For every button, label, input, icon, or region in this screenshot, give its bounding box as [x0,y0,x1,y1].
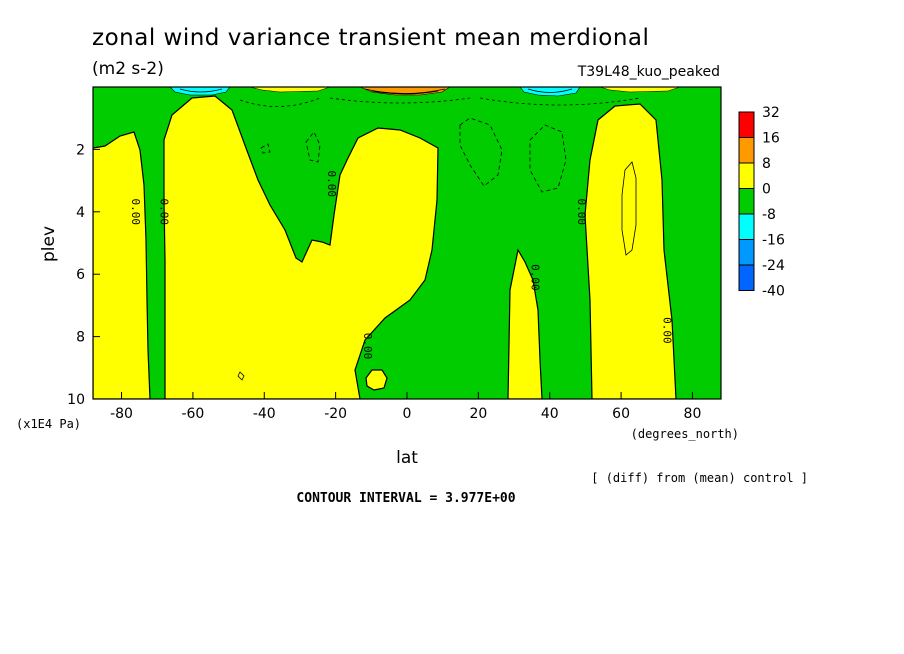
units-label: (m2 s-2) [92,59,164,79]
x-axis-label: lat [396,448,418,468]
x-tick-label: 80 [684,406,702,422]
contour-label-group: 0.00 [325,170,338,197]
positive-region-sh-midlat [163,95,439,399]
x-tick-label: -60 [181,406,204,422]
x-tick-label: -20 [324,406,347,422]
experiment-label: T39L48_kuo_peaked [577,64,720,80]
x-tick-label: 20 [469,406,487,422]
colorbar-swatch [738,162,755,189]
yellow-patch [249,87,331,93]
yellow-patch [599,87,681,93]
x-axis: -80 -60 -40 -20 0 20 40 60 80 [110,392,701,422]
contour-label-group: 0.00 [575,199,588,226]
y-tick-label: 10 [67,392,85,408]
contour-label: 0.00 [325,170,338,197]
contour-labels: 0.00 0.00 0.00 0.00 0.00 0.00 0.00 [129,170,674,360]
colorbar-label: -16 [762,233,785,249]
contour-label: 0.00 [361,333,374,360]
contour-interval-label: CONTOUR INTERVAL = 3.977E+00 [296,491,515,506]
contour-label-group: 0.00 [361,333,374,360]
colorbar-label: 32 [762,105,780,121]
y-tick-label: 6 [76,267,85,283]
colorbar-swatch [738,213,755,240]
x-tick-label: -40 [253,406,276,422]
plot-area [93,87,721,399]
contour-label: 0.00 [129,199,142,226]
contour-label: 0.00 [575,199,588,226]
colorbar-label: 16 [762,131,780,147]
contour-label-group: 0.00 [528,264,541,291]
colorbar-swatch [738,137,755,164]
positive-region-nh-subtropics [507,248,543,399]
cyan-patch [169,87,231,96]
dense-contours [179,88,573,95]
y-axis-label: plev [39,226,59,262]
contour-label: 0.00 [528,264,541,291]
positive-region-sh-polar [93,131,151,399]
y-axis-units: (x1E4 Pa) [16,417,81,431]
note-label: [ (diff) from (mean) control ] [591,471,808,485]
contour-label: 0.00 [157,199,170,226]
x-tick-label: 0 [403,406,412,422]
x-tick-label: -80 [110,406,133,422]
x-axis-units: (degrees_north) [631,427,739,441]
contour-label-group: 0.00 [660,317,673,344]
contour-label-group: 0.00 [157,199,170,226]
contour-label-group: 0.00 [129,199,142,226]
dashed-contour [459,117,503,187]
y-tick-label: 4 [76,205,85,221]
dashed-contour [239,97,321,107]
chart-title: zonal wind variance transient mean merdi… [92,25,649,51]
contour-line [237,371,245,381]
dashed-contour [479,97,641,106]
dashed-contour [260,143,271,154]
orange-patch [359,87,451,96]
x-tick-label: 60 [612,406,630,422]
colorbar: 32 16 8 0 -8 -16 -24 -40 [738,105,785,300]
contour-line [621,161,637,256]
cyan-patch [519,87,581,97]
colorbar-swatch [738,239,755,266]
y-tick-label: 8 [76,330,85,346]
dashed-contour [529,124,567,193]
colorbar-label: -40 [762,284,785,300]
positive-region-island [365,369,388,391]
x-tick-label: 40 [541,406,559,422]
y-axis: 2 4 6 8 10 [67,142,100,408]
colorbar-swatch [738,264,755,291]
colorbar-label: -24 [762,258,785,274]
contour-label: 0.00 [660,317,673,344]
colorbar-label: 0 [762,182,771,198]
colorbar-label: -8 [762,207,776,223]
colorbar-swatch [738,111,755,138]
y-tick-label: 2 [76,142,85,158]
colorbar-label: 8 [762,156,771,172]
colorbar-swatch [738,188,755,215]
dashed-contour [305,131,321,163]
